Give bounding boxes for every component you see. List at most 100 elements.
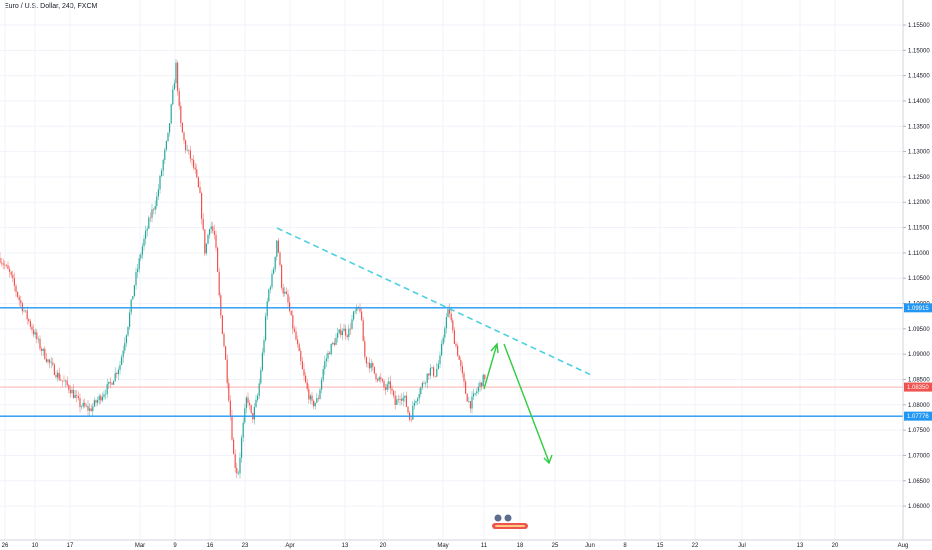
candle: [106, 378, 108, 399]
candle: [135, 267, 137, 290]
candle: [73, 384, 75, 399]
candle: [287, 289, 289, 308]
candle: [197, 176, 199, 188]
candle: [362, 317, 364, 342]
candle: [317, 394, 319, 402]
candle: [364, 336, 366, 360]
candle: [141, 242, 143, 260]
candle: [245, 395, 247, 414]
projection-arrow-down[interactable]: [503, 343, 553, 465]
price-tick-label: 1.06500: [908, 479, 930, 485]
candle: [121, 354, 123, 366]
candle: [394, 390, 396, 410]
horizontal-levels[interactable]: [0, 307, 903, 417]
price-badges: 1.09915 1.07776 1.08350: [904, 303, 932, 421]
candle: [468, 396, 470, 403]
candle: [108, 381, 110, 389]
candle: [151, 203, 153, 223]
drawings[interactable]: [276, 227, 591, 465]
price-tick-label: 1.15000: [908, 48, 930, 54]
candle: [423, 380, 425, 385]
candle: [335, 333, 337, 346]
candle: [167, 132, 169, 142]
candle: [413, 399, 415, 410]
candle: [479, 380, 481, 393]
candle: [380, 372, 382, 384]
candle: [345, 324, 347, 340]
candle: [44, 346, 46, 360]
candle: [226, 354, 228, 389]
price-axis[interactable]: 1.15500 1.15000 1.14500 1.14000 1.13500 1.130…: [903, 23, 930, 510]
candle: [161, 168, 163, 178]
candle: [389, 375, 391, 395]
candle: [428, 372, 430, 380]
earnings-emoji-icon[interactable]: [492, 514, 528, 530]
candle: [463, 370, 465, 388]
time-tick-label: 8: [623, 543, 627, 549]
candle: [169, 123, 171, 137]
candle: [25, 310, 27, 313]
candle: [266, 297, 268, 320]
candle: [244, 404, 246, 425]
candle: [396, 395, 398, 405]
trendline[interactable]: [276, 227, 591, 376]
candle: [236, 462, 238, 479]
candle: [34, 328, 36, 339]
candle: [217, 246, 219, 273]
candle: [381, 378, 383, 383]
candle: [325, 353, 327, 368]
candle: [1, 258, 3, 267]
candle: [397, 394, 399, 404]
candle: [466, 393, 468, 402]
candle: [268, 288, 270, 303]
candle: [172, 85, 174, 106]
candle: [178, 87, 180, 110]
candle: [2, 258, 4, 270]
candle: [105, 389, 107, 400]
price-tick-label: 1.10500: [908, 276, 930, 282]
candle: [474, 392, 476, 396]
candle: [332, 341, 334, 346]
candle: [298, 342, 300, 352]
candle: [148, 215, 150, 230]
candle: [133, 284, 135, 298]
candle: [125, 334, 127, 347]
price-tick-label: 1.07500: [908, 428, 930, 434]
candle: [405, 391, 407, 408]
candle: [271, 269, 273, 290]
candle: [471, 391, 473, 414]
candle: [309, 393, 311, 404]
candle: [101, 392, 103, 403]
candle: [124, 337, 126, 354]
price-tick-label: 1.13500: [908, 124, 930, 130]
svg-text:1.09915: 1.09915: [907, 306, 929, 312]
candle: [18, 295, 20, 307]
candle: [41, 346, 43, 356]
time-tick-label: 16: [207, 543, 214, 549]
time-tick-label: 13: [342, 543, 349, 549]
candle: [441, 339, 443, 357]
candle: [477, 383, 479, 395]
candle: [42, 348, 44, 356]
time-axis[interactable]: 26 10 17 Mar 9 16 23 Apr 13 20 May 11 18 25 Jun 8 15 22 Ju…: [2, 543, 909, 549]
candle: [233, 437, 235, 455]
candle: [439, 351, 441, 369]
candle: [276, 240, 278, 261]
candle: [71, 386, 73, 394]
candle: [20, 295, 22, 309]
candle: [60, 374, 62, 382]
projection-arrow-up[interactable]: [483, 342, 499, 390]
candle: [65, 379, 67, 388]
candle: [402, 392, 404, 407]
candle: [159, 174, 161, 194]
candle: [282, 284, 284, 298]
candle: [341, 328, 343, 341]
candle: [253, 403, 255, 425]
candle: [31, 323, 33, 334]
price-badge: 1.09915: [904, 303, 932, 313]
candle: [10, 271, 12, 278]
candle: [37, 336, 39, 344]
candle: [301, 356, 303, 370]
candle: [58, 367, 60, 382]
